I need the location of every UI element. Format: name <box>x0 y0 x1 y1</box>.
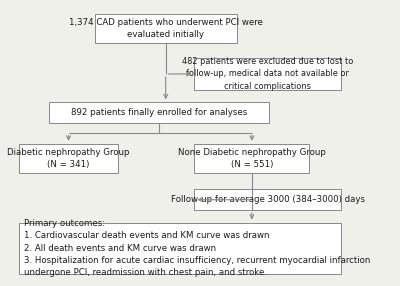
FancyBboxPatch shape <box>19 144 118 173</box>
Text: 482 patients were excluded due to lost to
follow-up, medical data not available : 482 patients were excluded due to lost t… <box>182 57 354 91</box>
Text: 892 patients finally enrolled for analyses: 892 patients finally enrolled for analys… <box>71 108 247 117</box>
Text: 1,374 CAD patients who underwent PCI were
evaluated initially: 1,374 CAD patients who underwent PCI wer… <box>69 18 263 39</box>
Text: Primary outcomes:
1. Cardiovascular death events and KM curve was drawn
2. All d: Primary outcomes: 1. Cardiovascular deat… <box>24 219 370 277</box>
Text: Follow-up for average 3000 (384–3000) days: Follow-up for average 3000 (384–3000) da… <box>171 195 365 204</box>
FancyBboxPatch shape <box>19 223 342 274</box>
FancyBboxPatch shape <box>49 102 269 123</box>
Text: None Diabetic nephropathy Group
(N = 551): None Diabetic nephropathy Group (N = 551… <box>178 148 326 169</box>
FancyBboxPatch shape <box>95 14 237 43</box>
Text: Diabetic nephropathy Group
(N = 341): Diabetic nephropathy Group (N = 341) <box>7 148 130 169</box>
FancyBboxPatch shape <box>194 58 342 90</box>
FancyBboxPatch shape <box>194 189 342 210</box>
FancyBboxPatch shape <box>194 144 309 173</box>
